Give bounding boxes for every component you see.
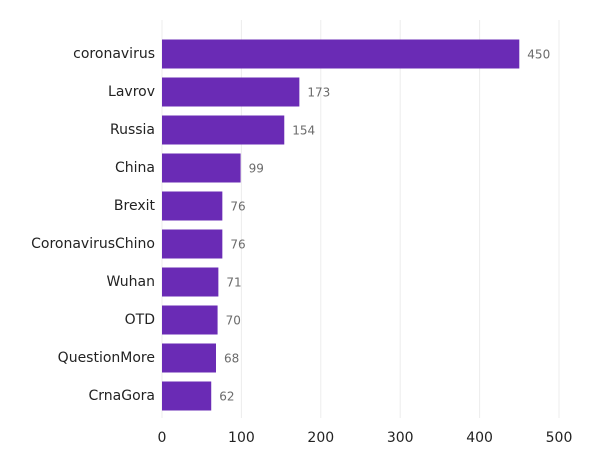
value-label: 68 — [224, 352, 239, 366]
bar-china[interactable] — [162, 153, 241, 183]
x-tick-label: 200 — [307, 430, 334, 446]
value-label: 154 — [292, 124, 315, 138]
category-label: Wuhan — [106, 274, 155, 290]
bar-brexit[interactable] — [162, 191, 223, 221]
value-label: 76 — [230, 238, 245, 252]
category-labels: coronavirus Lavrov Russia China Brexit Corona… — [31, 46, 155, 404]
category-label: Russia — [110, 122, 155, 138]
category-label: Brexit — [114, 198, 156, 214]
value-label: 62 — [219, 390, 234, 404]
value-label: 173 — [307, 86, 330, 100]
value-label: 76 — [230, 200, 245, 214]
x-tick-label: 100 — [228, 430, 255, 446]
bars — [162, 39, 520, 411]
bar-questionmore[interactable] — [162, 343, 216, 373]
category-label: OTD — [125, 312, 155, 328]
category-label: China — [115, 160, 155, 176]
bar-otd[interactable] — [162, 305, 218, 335]
category-label: CrnaGora — [89, 388, 156, 404]
x-axis-tick-labels: 0 100 200 300 400 500 — [158, 430, 573, 446]
bar-wuhan[interactable] — [162, 267, 219, 297]
value-label: 450 — [527, 48, 550, 62]
x-tick-label: 400 — [466, 430, 493, 446]
bar-coronavirus[interactable] — [162, 39, 520, 69]
category-label: Lavrov — [108, 84, 155, 100]
value-label: 70 — [226, 314, 241, 328]
x-tick-label: 0 — [158, 430, 167, 446]
x-tick-label: 500 — [546, 430, 573, 446]
value-label: 71 — [226, 276, 241, 290]
category-label: CoronavirusChino — [31, 236, 155, 252]
value-labels: 450 173 154 99 76 76 71 70 68 62 — [219, 48, 550, 404]
category-label: coronavirus — [73, 46, 155, 62]
bar-lavrov[interactable] — [162, 77, 300, 107]
category-label: QuestionMore — [58, 350, 155, 366]
bar-russia[interactable] — [162, 115, 285, 145]
value-label: 99 — [249, 162, 264, 176]
bar-coronaviruschino[interactable] — [162, 229, 223, 259]
x-tick-label: 300 — [387, 430, 414, 446]
bar-crnagora[interactable] — [162, 381, 212, 411]
